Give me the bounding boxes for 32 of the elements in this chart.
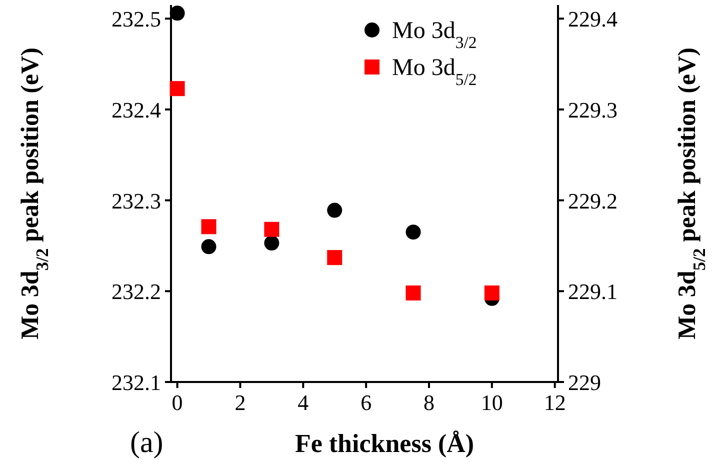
point xyxy=(264,222,280,237)
x-tick-label: 10 xyxy=(480,390,503,415)
point xyxy=(170,6,185,21)
point xyxy=(406,285,421,300)
x-tick-label: 0 xyxy=(172,390,183,415)
point xyxy=(201,239,216,254)
y-tick-label: 232.5 xyxy=(112,6,161,32)
text: (a) xyxy=(130,426,164,459)
y-tick-label: 232.2 xyxy=(112,279,161,304)
point xyxy=(201,219,216,234)
x-tick-label: 2 xyxy=(234,390,246,415)
point xyxy=(327,250,342,266)
y2-tick-label: 229.2 xyxy=(568,188,618,214)
x-tick-label: 12 xyxy=(544,390,566,415)
y2-tick-label: 229.1 xyxy=(568,279,618,304)
point xyxy=(264,236,280,251)
y2-tick-label: 229.3 xyxy=(568,97,618,122)
point xyxy=(406,224,421,240)
x-tick-label: 8 xyxy=(424,390,434,415)
y-tick-label: 232.4 xyxy=(112,97,161,122)
legend-label: Mo 3d$_{3/2}$ xyxy=(392,18,477,52)
x-axis-title: Fe thickness (Å) xyxy=(294,429,474,458)
point xyxy=(170,81,185,96)
x-tick-label: 6 xyxy=(360,390,372,415)
y2-tick-label: 229 xyxy=(568,370,601,395)
y2-tick-label: 229.4 xyxy=(568,6,618,32)
y-tick-label: 232.3 xyxy=(112,188,161,214)
y-tick-label: 232.1 xyxy=(112,370,161,395)
point xyxy=(484,285,500,300)
point xyxy=(327,202,342,218)
legend-label: Mo 3d$_{5/2}$ xyxy=(392,55,477,88)
x-tick-label: 4 xyxy=(298,390,309,415)
